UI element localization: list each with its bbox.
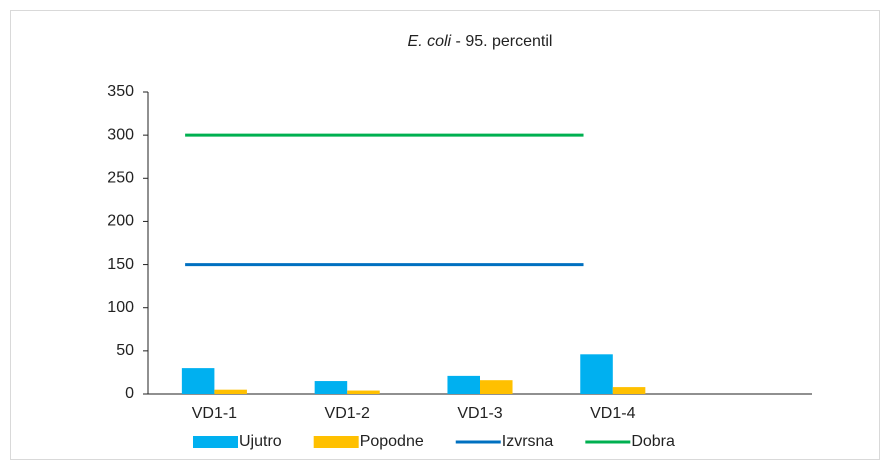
y-tick-label: 50	[116, 342, 134, 359]
bar	[181, 368, 215, 394]
x-tick-label: VD1-1	[192, 405, 237, 422]
legend-swatch	[193, 436, 238, 448]
bar	[580, 354, 613, 394]
x-tick-label: VD1-4	[590, 405, 635, 422]
y-tick-label: 300	[107, 126, 134, 143]
x-tick-label: VD1-3	[457, 405, 502, 422]
bar	[347, 390, 380, 394]
chart-title: E. coli - 95. percentil	[408, 33, 553, 50]
y-tick-label: 200	[107, 213, 134, 230]
bar	[314, 381, 348, 394]
legend-label: Ujutro	[239, 433, 282, 450]
bar	[612, 387, 646, 394]
title-rest: - 95. percentil	[451, 33, 552, 50]
legend-label: Izvrsna	[502, 433, 554, 450]
legend-label: Dobra	[631, 433, 675, 450]
y-tick-label: 100	[107, 299, 134, 316]
y-tick-label: 250	[107, 170, 134, 187]
y-tick-label: 350	[107, 83, 134, 100]
bar	[447, 375, 480, 394]
legend-label: Popodne	[360, 433, 424, 450]
bar	[214, 389, 247, 394]
chart-frame	[10, 10, 880, 460]
y-tick-label: 150	[107, 256, 134, 273]
bar	[480, 380, 513, 394]
x-tick-label: VD1-2	[325, 405, 370, 422]
y-tick-label: 0	[125, 385, 134, 402]
title-italic: E. coli	[408, 33, 452, 50]
legend-swatch	[313, 436, 359, 448]
